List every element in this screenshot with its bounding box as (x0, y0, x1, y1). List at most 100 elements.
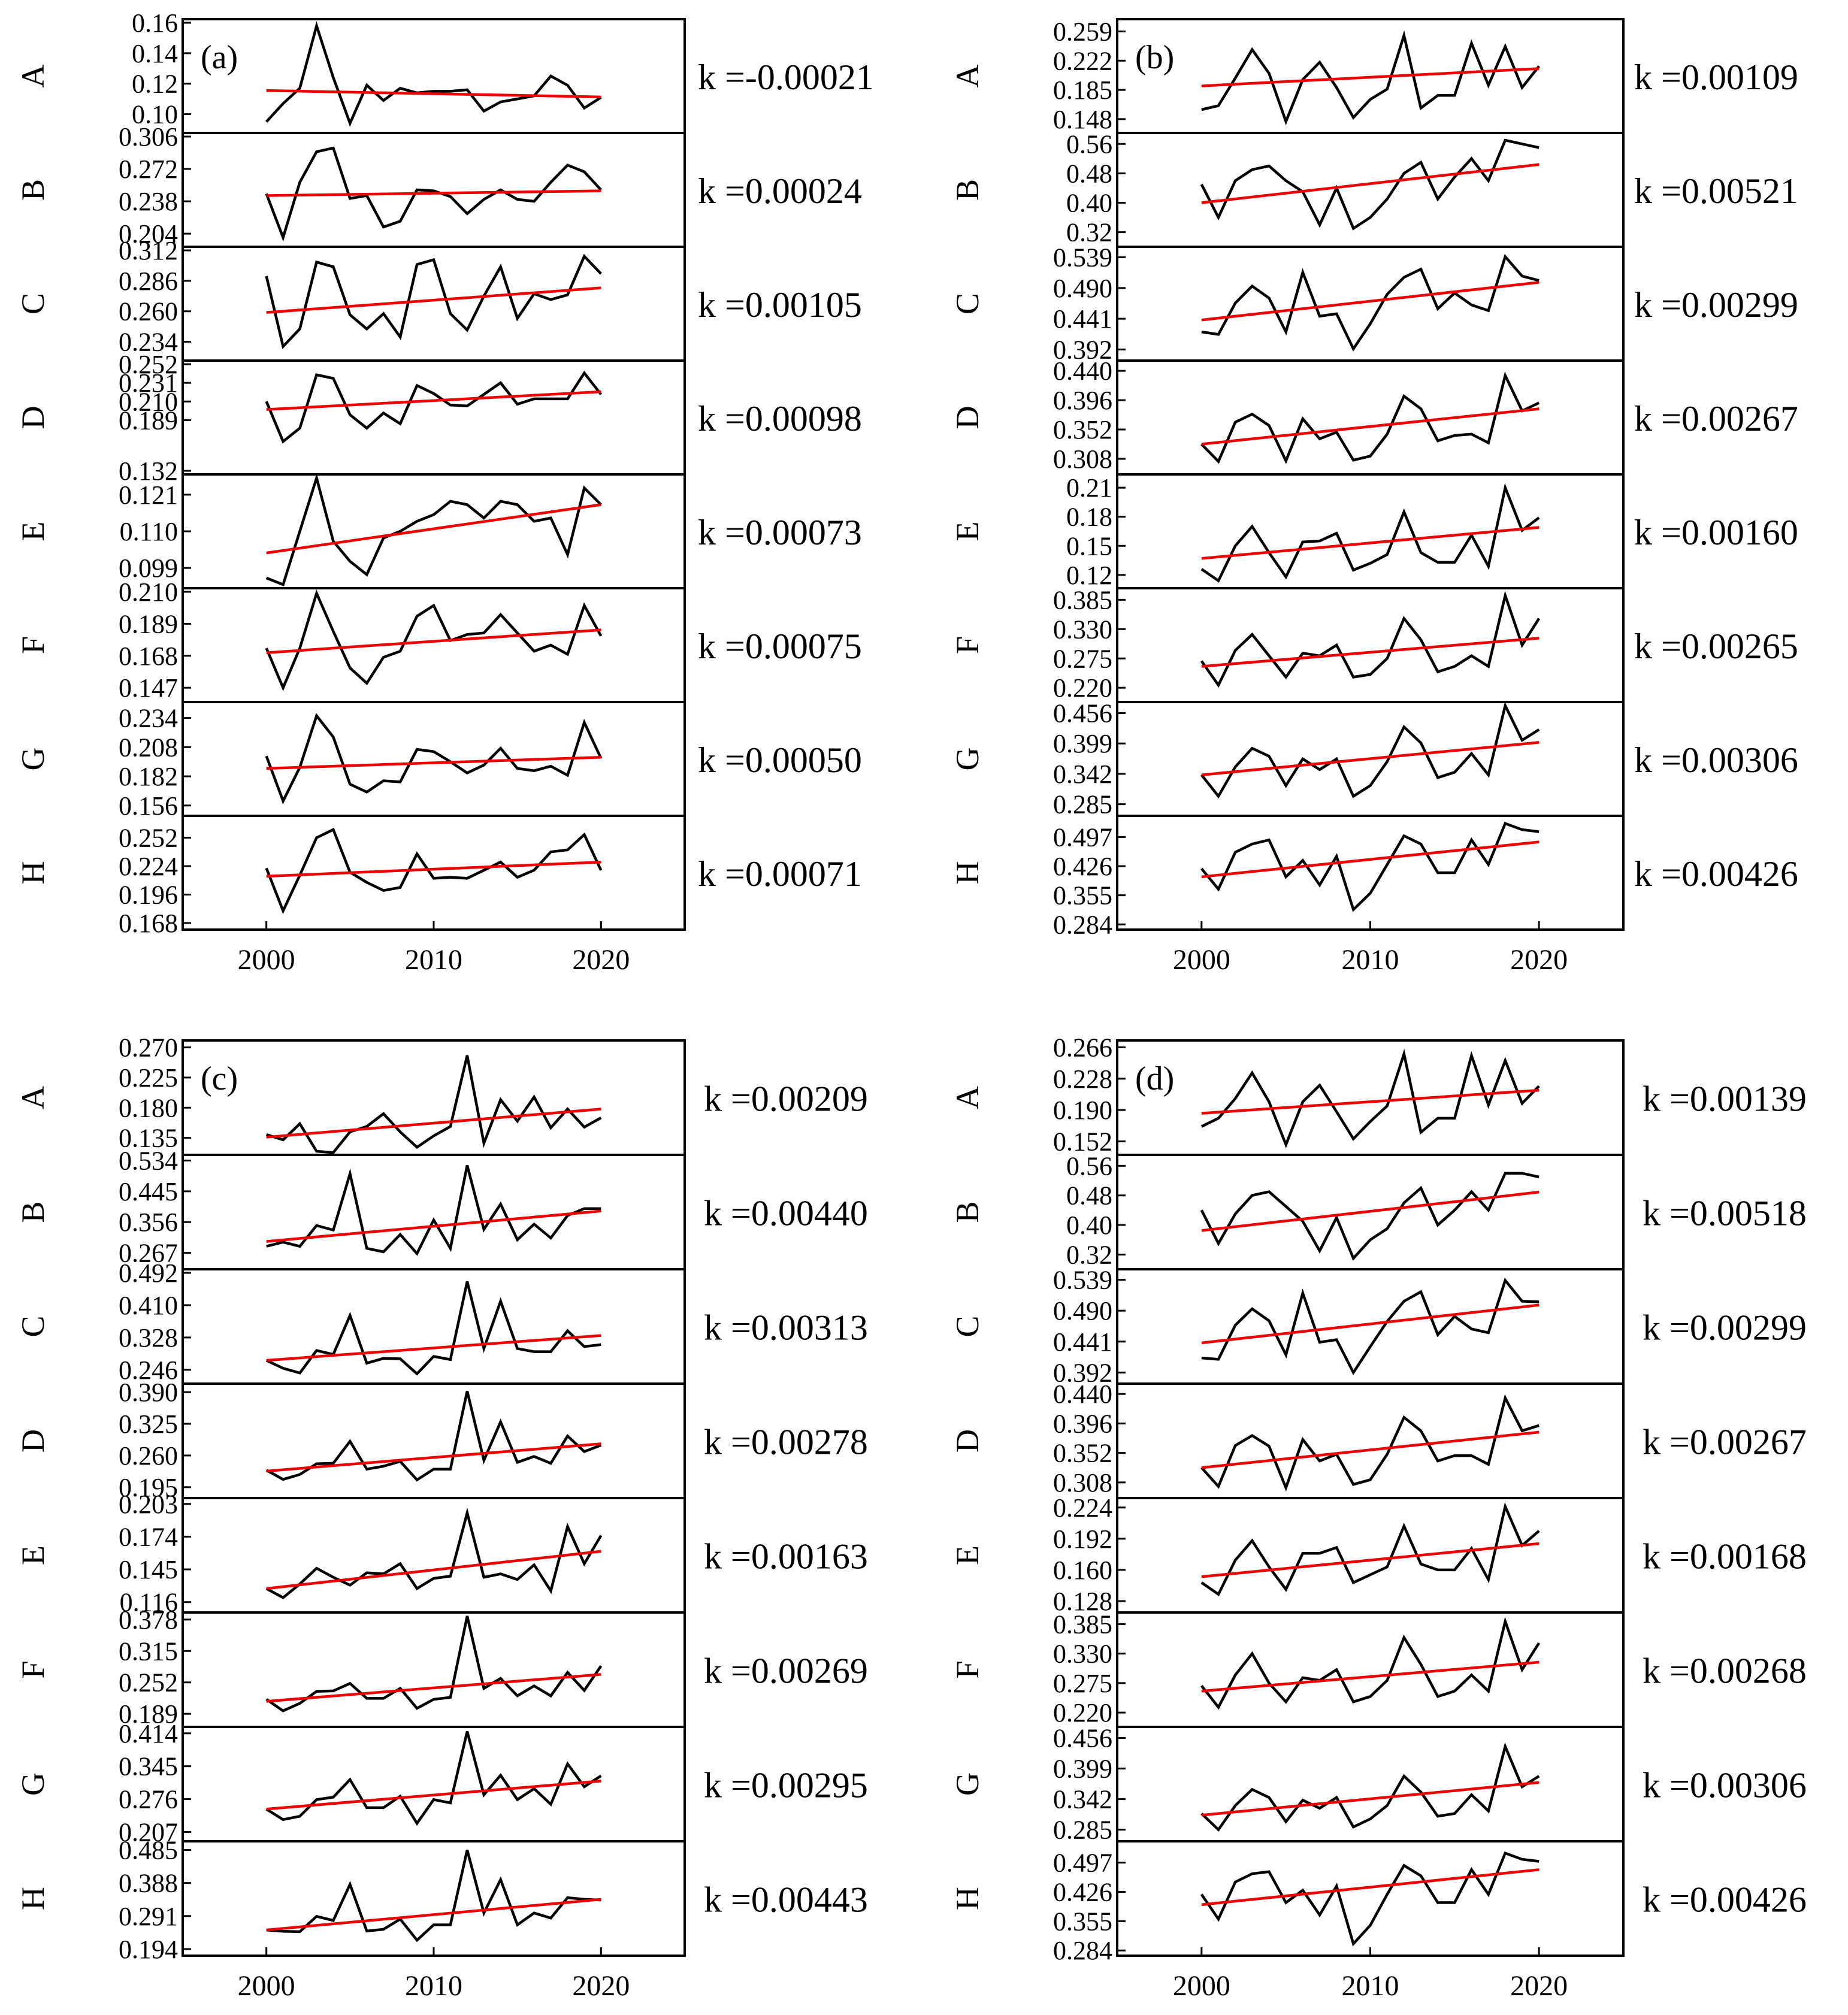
trend-line (266, 860, 601, 878)
row-label: D (15, 1429, 51, 1453)
row-label: H (15, 861, 51, 885)
subplot-frame (1116, 815, 1625, 931)
y-tick-label: 0.224 (119, 852, 178, 881)
y-tick-label: 0.396 (1053, 386, 1112, 415)
y-tick-label: 0.456 (1053, 698, 1112, 728)
data-series-line (1200, 371, 1540, 464)
trend-line (266, 1334, 601, 1362)
y-tick-label: 0.497 (1053, 1848, 1112, 1878)
y-tick-label: 0.539 (1053, 1266, 1112, 1295)
y-tick-label: 0.342 (1053, 1785, 1112, 1814)
slope-label: k =0.00265 (1634, 627, 1798, 666)
row-label: F (15, 1660, 51, 1678)
y-tick-label: 0.385 (1053, 585, 1112, 615)
subplot-A: 0.160.140.120.10 A k =-0.00021 (15, 8, 874, 134)
trend-line (266, 89, 601, 99)
row-label: A (949, 65, 985, 88)
x-tick-label: 2000 (238, 944, 295, 976)
subplot-frame (1116, 1611, 1625, 1728)
y-tick-label: 0.152 (1053, 1127, 1112, 1156)
subplot-frame (1116, 1268, 1625, 1385)
trend-line (266, 1550, 601, 1590)
y-tick-label: 0.260 (119, 1441, 178, 1471)
y-tick-label: 0.392 (1053, 335, 1112, 364)
slope-label: k =0.00299 (1634, 285, 1798, 325)
y-tick-label: 0.189 (119, 406, 178, 435)
slope-label: k =-0.00021 (698, 58, 874, 97)
y-tick-label: 0.275 (1053, 1669, 1112, 1698)
subplot-frame (1116, 1840, 1625, 1957)
trend-line (1201, 407, 1540, 446)
subplot-H: 0.485 0.388 0.291 0.194 H k =0.00443 2000 2010 2… (15, 1836, 868, 2002)
y-tick-label: 0.356 (119, 1208, 178, 1237)
row-label: G (949, 1772, 985, 1796)
y-tick-label: 0.308 (1053, 444, 1112, 474)
y-tick-label: 0.441 (1053, 1327, 1112, 1357)
y-tick-label: 0.14 (132, 39, 178, 68)
subplot-frame (182, 1268, 686, 1385)
y-tick-label: 0.426 (1053, 1877, 1112, 1907)
row-label: G (15, 748, 51, 771)
subplot-C: 0.492 0.410 0.328 0.246 C k =0.00313 (15, 1258, 868, 1385)
subplot-B: 0.306 0.272 0.238 0.204 B k =0.00024 (15, 122, 862, 249)
y-tick-label: 0.174 (119, 1522, 178, 1551)
y-tick-label: 0.441 (1053, 304, 1112, 334)
y-tick-label: 0.285 (1053, 1816, 1112, 1845)
trend-line (1201, 1430, 1540, 1469)
y-tick-label: 0.135 (119, 1124, 178, 1153)
x-tick-label: 2020 (572, 944, 630, 976)
subplot-frame (1116, 1039, 1625, 1156)
y-tick-label: 0.285 (1053, 790, 1112, 819)
trend-line (266, 1898, 601, 1932)
subplot-B: 0.560.480.400.32 B k =0.00518 (949, 1151, 1807, 1270)
subplot-frame (182, 1726, 686, 1842)
y-tick-label: 0.345 (119, 1752, 178, 1781)
subplot-frame (182, 473, 686, 589)
trend-line (1201, 741, 1540, 776)
row-label: F (949, 1660, 985, 1678)
slope-label: k =0.00109 (1634, 58, 1798, 97)
subplot-E: 0.203 0.174 0.145 0.116 E k =0.00163 (15, 1490, 868, 1617)
x-tick-label: 2010 (1342, 1970, 1399, 2002)
data-series-line (265, 713, 603, 804)
slope-label: k =0.00209 (704, 1079, 868, 1119)
y-tick-label: 0.246 (119, 1356, 178, 1385)
y-tick-label: 0.110 (120, 517, 178, 546)
trend-line (266, 286, 601, 314)
y-tick-label: 0.485 (119, 1836, 178, 1865)
data-series-line (265, 589, 603, 691)
row-label: C (949, 1315, 985, 1337)
y-tick-label: 0.330 (1053, 615, 1112, 644)
slope-label: k =0.00306 (1643, 1766, 1807, 1805)
y-tick-label: 0.385 (1053, 1609, 1112, 1639)
y-tick-label: 0.148 (1053, 105, 1112, 134)
y-tick-label: 0.291 (119, 1902, 178, 1931)
data-series-line (266, 1055, 602, 1154)
y-tick-label: 0.270 (119, 1033, 178, 1063)
y-tick-label: 0.121 (119, 480, 178, 510)
x-tick-label: 2020 (1510, 1970, 1568, 2002)
data-series-line (265, 1615, 603, 1713)
data-series-line (1200, 1172, 1540, 1261)
data-series-line (266, 1849, 601, 1943)
data-series-line (1200, 1394, 1540, 1492)
y-tick-label: 0.147 (119, 673, 178, 703)
subplot-B: 0.560.480.400.32 B k =0.00521 (949, 129, 1798, 248)
trend-line (1201, 1190, 1540, 1232)
y-tick-label: 0.12 (132, 69, 178, 99)
row-label: B (949, 1201, 985, 1223)
subplot-frame (182, 1039, 686, 1156)
subplot-frame (182, 1154, 686, 1270)
y-tick-label: 0.312 (119, 236, 178, 265)
y-tick-label: 0.260 (119, 297, 178, 326)
row-label: A (949, 1086, 985, 1109)
